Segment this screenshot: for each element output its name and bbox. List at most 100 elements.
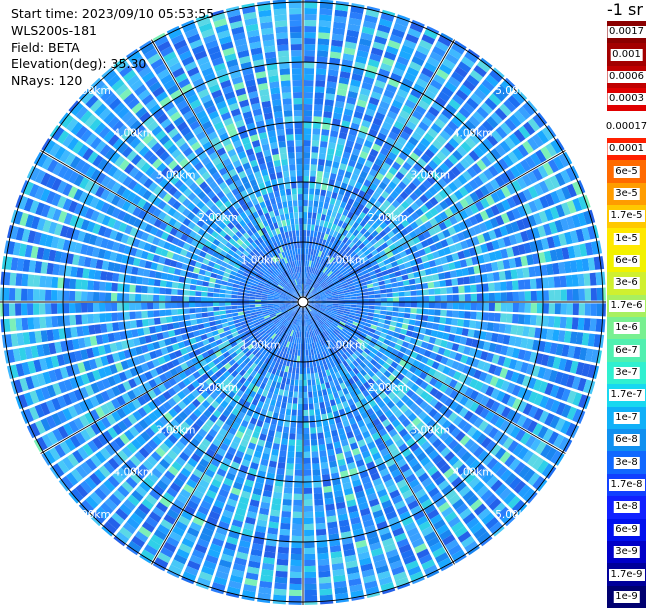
range-gate xyxy=(320,364,325,372)
range-gate xyxy=(601,319,606,333)
range-gate xyxy=(147,286,154,294)
range-gate xyxy=(295,306,300,312)
range-gate xyxy=(327,355,333,363)
range-gate xyxy=(535,441,547,455)
range-gate xyxy=(496,506,510,520)
range-gate xyxy=(51,290,58,301)
range-gate xyxy=(99,281,106,291)
range-gate xyxy=(246,409,254,417)
range-gate xyxy=(182,447,193,457)
range-gate xyxy=(461,535,475,548)
range-gate xyxy=(532,475,545,490)
range-gate xyxy=(497,433,509,446)
range-gate xyxy=(292,511,302,518)
range-gate xyxy=(311,457,320,464)
range-gate xyxy=(258,374,265,382)
range-gate xyxy=(342,400,349,409)
range-gate xyxy=(467,329,475,338)
range-gate xyxy=(278,316,285,321)
range-gate xyxy=(345,372,352,380)
range-gate xyxy=(312,317,316,323)
range-gate xyxy=(342,481,352,490)
range-gate xyxy=(153,287,160,294)
range-gate xyxy=(303,487,313,494)
range-gate xyxy=(375,409,384,418)
range-gate xyxy=(215,433,225,442)
range-gate xyxy=(288,445,295,452)
range-gate xyxy=(27,303,34,316)
range-gate xyxy=(275,382,281,389)
range-gate xyxy=(215,418,224,428)
range-gate xyxy=(405,473,417,484)
range-gate xyxy=(364,322,372,328)
range-gate xyxy=(63,303,70,314)
range-gate xyxy=(307,331,311,338)
range-gate xyxy=(349,584,363,593)
range-gate xyxy=(528,405,539,418)
range-gate xyxy=(324,322,330,328)
range-gate xyxy=(538,410,550,424)
range-gate xyxy=(172,429,182,440)
range-gate xyxy=(286,457,295,464)
range-gate xyxy=(276,330,282,336)
range-gate xyxy=(273,437,281,445)
range-gate xyxy=(320,383,326,390)
range-gate xyxy=(3,303,10,317)
range-gate xyxy=(225,404,234,413)
range-gate xyxy=(282,164,289,172)
range-gate xyxy=(155,325,162,333)
range-gate xyxy=(424,445,435,456)
range-gate xyxy=(21,288,28,301)
range-gate xyxy=(303,367,307,374)
range-gate xyxy=(233,455,243,465)
range-gate xyxy=(393,356,402,364)
range-gate xyxy=(317,558,330,566)
range-gate xyxy=(309,421,316,428)
range-gate xyxy=(421,498,433,510)
range-gate xyxy=(147,318,155,326)
range-gate xyxy=(296,337,300,344)
range-gate xyxy=(304,511,314,519)
range-gate xyxy=(561,344,570,357)
range-gate xyxy=(179,436,190,446)
range-gate xyxy=(463,346,471,355)
range-gate xyxy=(459,434,471,446)
range-gate xyxy=(449,326,457,334)
range-gate xyxy=(569,360,579,374)
range-gate xyxy=(401,516,414,527)
range-gate xyxy=(518,303,525,313)
range-gate xyxy=(246,566,260,575)
range-gate xyxy=(393,453,404,463)
range-gate xyxy=(149,270,157,278)
range-gate xyxy=(374,309,381,314)
range-gate xyxy=(416,548,430,560)
range-gate xyxy=(416,421,426,431)
range-gate xyxy=(70,266,78,278)
range-gate xyxy=(283,420,290,428)
range-gate xyxy=(347,572,361,581)
range-gate xyxy=(596,303,603,317)
range-gate xyxy=(402,489,414,500)
range-gate xyxy=(291,182,297,189)
range-gate xyxy=(141,302,148,310)
range-gate xyxy=(223,477,234,487)
range-gate xyxy=(320,306,327,310)
range-gate xyxy=(408,457,419,468)
range-gate xyxy=(267,466,276,474)
range-gate xyxy=(429,352,438,360)
range-gate xyxy=(542,303,549,314)
range-gate xyxy=(319,8,333,16)
range-gate xyxy=(239,376,247,385)
range-gate xyxy=(452,443,463,454)
range-gate xyxy=(381,343,389,350)
range-gate xyxy=(368,341,376,348)
range-gate xyxy=(486,475,499,488)
range-gate xyxy=(182,296,190,302)
range-gate xyxy=(288,595,302,602)
range-gate xyxy=(195,291,202,297)
range-gate xyxy=(304,50,315,57)
range-gate xyxy=(288,342,292,349)
range-gate xyxy=(141,310,148,319)
range-gate xyxy=(281,345,286,353)
range-gate xyxy=(359,444,369,453)
